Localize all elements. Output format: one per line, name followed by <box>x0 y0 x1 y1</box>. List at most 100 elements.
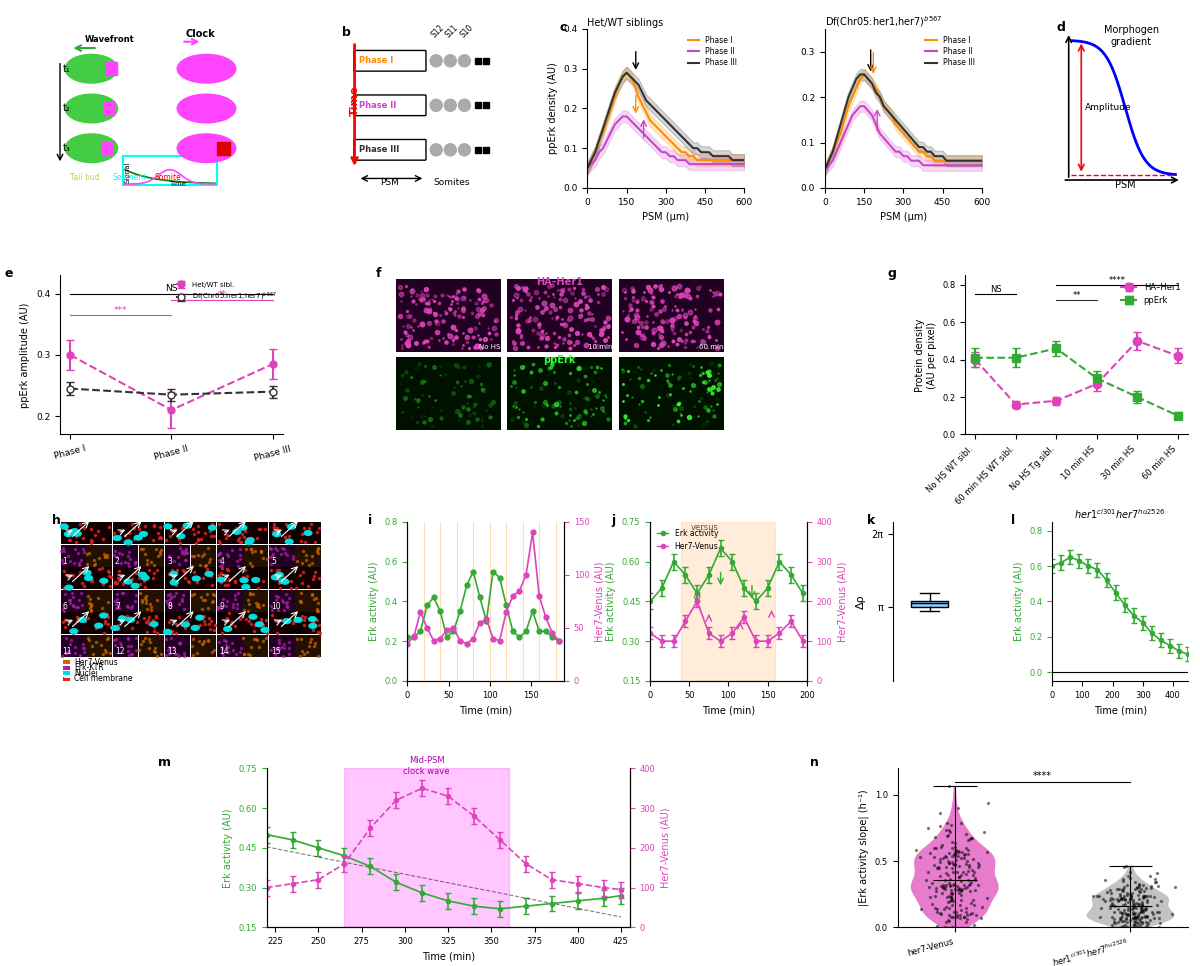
Phase II <box>888 146 902 157</box>
Phase I <box>900 132 914 144</box>
Point <box>959 842 978 858</box>
Point <box>946 843 965 859</box>
Point <box>1129 884 1148 899</box>
Point <box>949 885 968 900</box>
Point <box>1118 906 1138 922</box>
Point <box>1138 918 1157 933</box>
Phase II <box>850 105 864 117</box>
Point <box>1123 904 1142 920</box>
Circle shape <box>138 572 146 577</box>
Phase III <box>635 87 649 99</box>
Point <box>1115 888 1134 903</box>
Phase III <box>730 155 744 166</box>
Point <box>1122 901 1141 917</box>
Circle shape <box>150 622 158 626</box>
Bar <box>244 590 269 611</box>
Phase I <box>628 79 642 91</box>
Y-axis label: ppErk density (AU): ppErk density (AU) <box>547 63 558 155</box>
Phase III <box>698 147 713 158</box>
Phase III <box>678 134 692 146</box>
Text: 8: 8 <box>167 602 172 611</box>
Bar <box>60 545 86 567</box>
Point <box>947 842 966 858</box>
Phase I <box>912 146 926 157</box>
Text: 5: 5 <box>271 556 276 566</box>
Phase II <box>931 159 946 171</box>
Point <box>1111 892 1130 907</box>
Phase II <box>900 151 914 162</box>
Phase II <box>733 158 748 170</box>
Point <box>1130 891 1150 906</box>
Point <box>1109 893 1128 908</box>
Point <box>942 909 961 924</box>
Bar <box>62 677 71 681</box>
Text: m: m <box>157 755 170 769</box>
Point <box>952 850 971 866</box>
Point <box>925 839 944 855</box>
Point <box>946 858 965 873</box>
Circle shape <box>125 540 132 545</box>
Text: PSM: PSM <box>379 178 398 186</box>
Phase I <box>690 155 704 166</box>
Point <box>1117 910 1136 925</box>
Y-axis label: Erk activity (AU): Erk activity (AU) <box>1014 561 1024 641</box>
Point <box>961 895 980 911</box>
Point <box>966 907 985 923</box>
Phase II <box>662 151 677 162</box>
Phase I <box>650 123 665 134</box>
Point <box>940 900 959 916</box>
Point <box>960 906 979 922</box>
Point <box>1123 910 1142 925</box>
Phase II <box>730 158 744 170</box>
Point <box>924 857 943 872</box>
Point <box>941 825 960 840</box>
Point <box>941 890 960 905</box>
Text: Het/WT siblings: Het/WT siblings <box>587 18 664 28</box>
Phase III <box>845 82 859 94</box>
Phase III <box>596 123 611 134</box>
Bar <box>270 635 295 657</box>
Point <box>959 864 978 879</box>
Point <box>968 859 988 874</box>
Bar <box>113 590 138 611</box>
Point <box>1124 918 1144 933</box>
Text: f: f <box>376 268 382 280</box>
Text: ***: *** <box>114 306 127 315</box>
Circle shape <box>288 525 295 529</box>
Phase II <box>962 159 977 171</box>
Point <box>932 886 952 901</box>
Phase I <box>853 73 868 85</box>
X-axis label: PSM (μm): PSM (μm) <box>880 213 926 222</box>
Text: d: d <box>1056 21 1066 34</box>
Point <box>972 899 991 915</box>
Text: No HS: No HS <box>479 344 500 350</box>
Point <box>947 910 966 925</box>
Bar <box>113 635 138 657</box>
Phase III <box>955 155 970 166</box>
Phase I <box>838 114 852 126</box>
Phase II <box>604 127 618 138</box>
Point <box>930 905 949 921</box>
Point <box>944 846 964 862</box>
Phase III <box>628 74 642 86</box>
Point <box>1105 911 1124 926</box>
Phase I <box>619 67 634 78</box>
Text: 6: 6 <box>62 602 67 611</box>
Text: Tail bud: Tail bud <box>71 173 100 182</box>
Point <box>1105 916 1124 931</box>
Phase I <box>659 130 673 142</box>
Phase III <box>733 155 748 166</box>
Point <box>1103 895 1122 911</box>
Point <box>1121 887 1140 902</box>
Point <box>1108 892 1127 907</box>
Point <box>959 857 978 872</box>
Phase III <box>872 92 887 103</box>
Phase II <box>659 147 673 158</box>
Text: NS: NS <box>166 284 178 293</box>
Circle shape <box>458 99 470 111</box>
Bar <box>217 63 229 75</box>
Phase I <box>919 151 934 162</box>
Text: S12: S12 <box>430 22 446 39</box>
Phase II <box>628 119 642 130</box>
Legend: Phase I, Phase II, Phase III: Phase I, Phase II, Phase III <box>685 33 740 71</box>
